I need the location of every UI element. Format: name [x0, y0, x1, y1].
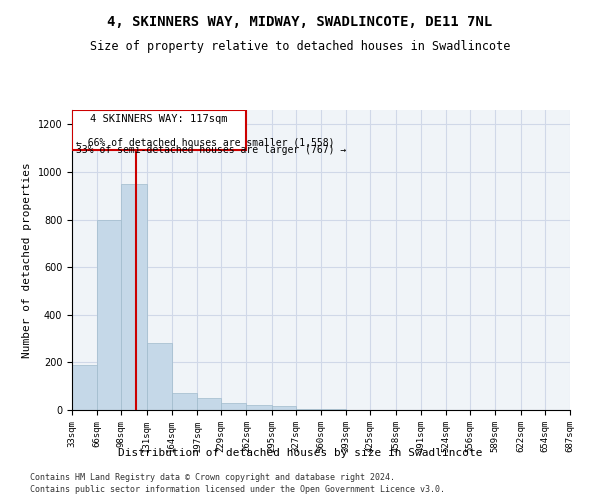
FancyBboxPatch shape [72, 110, 247, 150]
Text: Size of property relative to detached houses in Swadlincote: Size of property relative to detached ho… [90, 40, 510, 53]
Text: 4 SKINNERS WAY: 117sqm: 4 SKINNERS WAY: 117sqm [91, 114, 228, 124]
Bar [72, 365, 97, 410]
Text: Contains public sector information licensed under the Open Government Licence v3: Contains public sector information licen… [30, 485, 445, 494]
Bar [121, 184, 146, 410]
Text: Distribution of detached houses by size in Swadlincote: Distribution of detached houses by size … [118, 448, 482, 458]
Bar [97, 220, 121, 410]
Bar [197, 398, 221, 410]
Text: 33% of semi-detached houses are larger (767) →: 33% of semi-detached houses are larger (… [76, 144, 346, 154]
Bar [272, 406, 296, 410]
Bar [172, 394, 197, 410]
Text: 4, SKINNERS WAY, MIDWAY, SWADLINCOTE, DE11 7NL: 4, SKINNERS WAY, MIDWAY, SWADLINCOTE, DE… [107, 15, 493, 29]
Bar [221, 403, 247, 410]
Text: Contains HM Land Registry data © Crown copyright and database right 2024.: Contains HM Land Registry data © Crown c… [30, 472, 395, 482]
Bar [247, 405, 272, 410]
Y-axis label: Number of detached properties: Number of detached properties [22, 162, 32, 358]
Bar [146, 344, 172, 410]
Text: ← 66% of detached houses are smaller (1,558): ← 66% of detached houses are smaller (1,… [76, 138, 334, 147]
Bar [296, 409, 321, 410]
